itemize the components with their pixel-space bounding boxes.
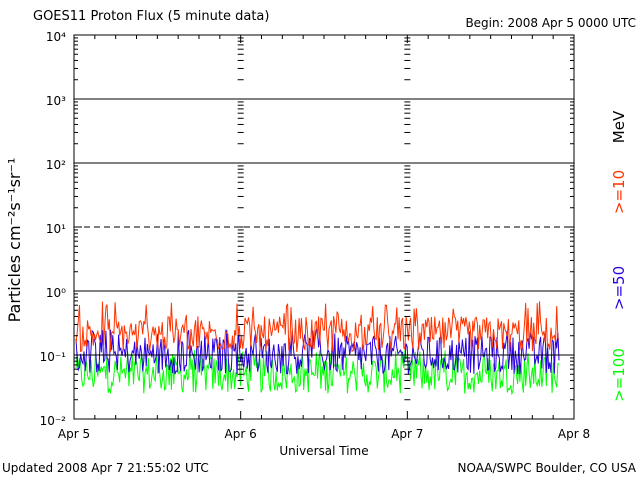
y-tick-label: 10⁰ (46, 286, 66, 300)
y-tick-label: 10⁻² (40, 414, 67, 428)
legend-label-3: >=100 (610, 348, 628, 402)
y-axis-label: Particles cm⁻²s⁻¹sr⁻¹ (5, 158, 24, 323)
y-tick-label: 10³ (46, 94, 66, 108)
y-tick-label: 10⁴ (46, 30, 66, 44)
x-tick-label: Apr 6 (225, 427, 257, 441)
series-line-0 (75, 301, 560, 353)
legend-label-1: >=10 (610, 170, 628, 214)
x-axis-label: Universal Time (279, 444, 368, 458)
frame-layer (73, 34, 575, 420)
x-tick-label: Apr 5 (58, 427, 90, 441)
series-layer (75, 301, 560, 396)
y-tick-label: 10¹ (46, 222, 66, 236)
updated-timestamp: Updated 2008 Apr 7 21:55:02 UTC (2, 461, 209, 475)
label-layer: Apr 5 Apr 6 Apr 7 Apr 8 10⁻² 10⁻¹ 10⁰ 10¹ 10² 10³… (5, 30, 628, 458)
legend-label-0: MeV (610, 110, 628, 143)
begin-time: Begin: 2008 Apr 5 0000 UTC (465, 16, 636, 30)
credit-text: NOAA/SWPC Boulder, CO USA (457, 461, 636, 475)
chart-title: GOES11 Proton Flux (5 minute data) (33, 9, 270, 24)
legend-label-2: >=50 (610, 266, 628, 310)
x-tick-label: Apr 7 (391, 427, 423, 441)
y-tick-label: 10² (46, 158, 66, 172)
y-tick-label: 10⁻¹ (40, 350, 67, 364)
x-tick-label: Apr 8 (558, 427, 590, 441)
